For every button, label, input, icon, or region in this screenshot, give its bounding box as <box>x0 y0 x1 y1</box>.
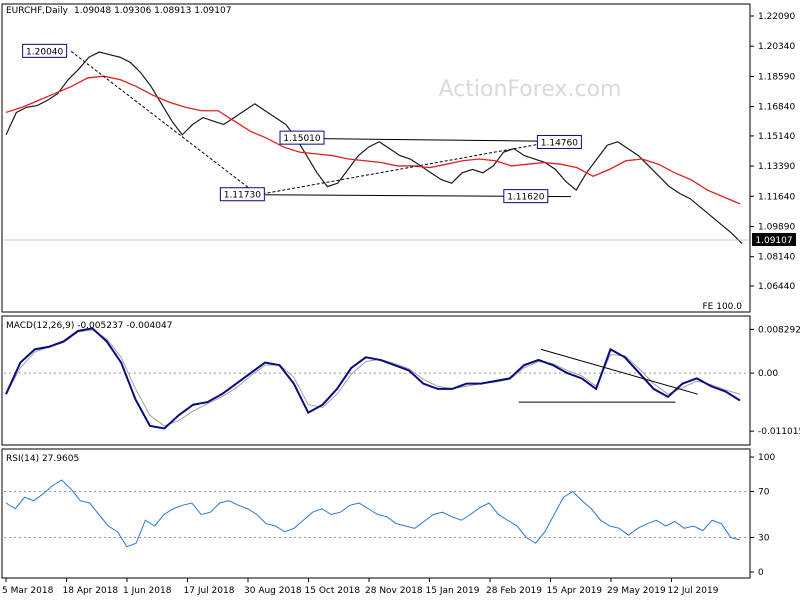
date-tick-label: 17 Jul 2018 <box>184 586 235 596</box>
date-tick-label: 18 Apr 2018 <box>63 586 119 596</box>
macd-tick-label: -0.011015 <box>758 427 800 437</box>
date-tick-label: 12 Jul 2019 <box>668 586 719 596</box>
price-axis: 1.22090 1.20340 1.18590 1.16840 1.15140 1.133… <box>750 12 795 292</box>
last-price-box <box>752 232 796 246</box>
price-trendline <box>70 50 258 196</box>
date-tick-label: 28 Nov 2018 <box>365 586 423 596</box>
last-price-label: 1.09107 <box>755 236 792 246</box>
panel-frame-0 <box>1 3 751 313</box>
macd-tick-label: 0.008292 <box>758 325 800 335</box>
fe-note: FE 100.0 <box>703 302 743 312</box>
annotation-box <box>219 187 265 202</box>
price-annotations: 1.20040 1.15010 1.14760 1.11730 1.11620 <box>22 43 582 204</box>
panel-frame-2 <box>1 448 751 579</box>
annotation-label: 1.11620 <box>507 193 544 203</box>
grid-lines <box>4 372 750 538</box>
date-tick-label: 15 Apr 2019 <box>547 586 603 596</box>
rsi-tick-label: 100 <box>758 453 775 463</box>
annotation-box <box>22 43 68 58</box>
macd-axis: 0.008292 0.00 -0.011015 <box>750 325 800 437</box>
price-tick-label: 1.22090 <box>758 12 795 22</box>
rsi-tick-label: 0 <box>758 568 764 578</box>
panel-frame-1 <box>1 315 751 446</box>
last-price-tag: 1.09107 <box>752 232 796 246</box>
date-tick-label: 29 May 2019 <box>607 586 666 596</box>
price-trendlines <box>4 50 750 241</box>
rsi-line <box>5 479 741 548</box>
rsi-title: RSI(14) 27.9605 <box>6 454 79 464</box>
date-tick-label: 1 Jun 2018 <box>123 586 172 596</box>
date-tick-label: 5 Mar 2018 <box>2 586 54 596</box>
macd-title: MACD(12,26,9) -0.005237 -0.004047 <box>6 321 172 331</box>
price-tick-label: 1.11640 <box>758 192 795 202</box>
price-tick-label: 1.15140 <box>758 132 795 142</box>
macd-tick-label: 0.00 <box>758 369 778 379</box>
macd-trendlines <box>518 348 698 403</box>
date-tick-label: 30 Aug 2018 <box>244 586 302 596</box>
price-series <box>5 51 743 244</box>
price-tick-label: 1.18590 <box>758 72 795 82</box>
annotation-label: 1.20040 <box>26 47 63 57</box>
annotation-box <box>279 130 325 145</box>
date-axis: 5 Mar 2018 18 Apr 2018 1 Jun 2018 17 Jul 20… <box>2 578 719 596</box>
annotation-box <box>536 134 582 149</box>
price-ohlc: 1.09048 1.09306 1.08913 1.09107 <box>74 6 231 16</box>
date-tick-label: 28 Feb 2019 <box>486 586 542 596</box>
price-tick-label: 1.08140 <box>758 253 795 263</box>
macd-series <box>5 327 741 430</box>
date-tick-label: 15 Jan 2019 <box>426 586 480 596</box>
annotation-box <box>503 189 549 204</box>
price-tick-label: 1.06440 <box>758 282 795 292</box>
rsi-tick-label: 30 <box>758 534 770 544</box>
rsi-axis: 100 70 30 0 <box>750 453 775 578</box>
macd-trendline <box>540 348 698 395</box>
rsi-series <box>5 479 741 548</box>
rsi-tick-label: 70 <box>758 488 770 498</box>
signal-line <box>5 329 741 427</box>
price-tick-label: 1.16840 <box>758 103 795 113</box>
annotation-label: 1.15010 <box>283 134 320 144</box>
price-tick-label: 1.20340 <box>758 42 795 52</box>
annotation-label: 1.11730 <box>224 191 261 201</box>
price-trendline <box>257 141 549 196</box>
price-tick-label: 1.09890 <box>758 222 795 232</box>
date-tick-label: 15 Oct 2018 <box>305 586 361 596</box>
price-line <box>5 51 743 244</box>
moving-average-line <box>5 75 741 205</box>
price-trendline <box>280 137 579 143</box>
macd-line <box>5 327 741 430</box>
annotation-label: 1.14760 <box>541 138 578 148</box>
watermark: ActionForex.com <box>439 77 622 102</box>
panel-frames <box>1 3 751 579</box>
price-title: EURCHF,Daily <box>6 6 69 16</box>
price-tick-label: 1.13390 <box>758 162 795 172</box>
